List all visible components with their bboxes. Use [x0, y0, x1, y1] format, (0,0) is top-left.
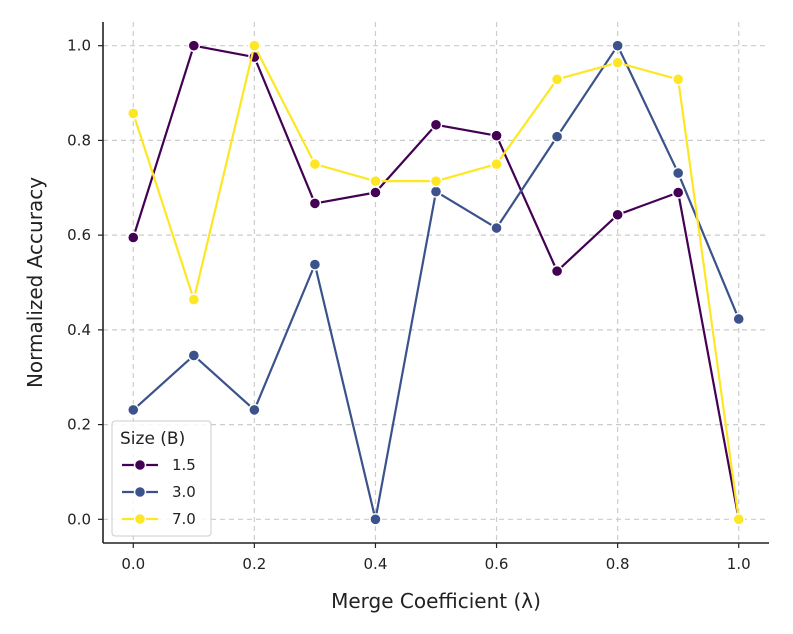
series-group: [127, 39, 745, 526]
legend-marker: [133, 512, 147, 526]
data-point: [732, 513, 745, 526]
series-1.5: [127, 39, 745, 526]
series-line: [132, 44, 740, 520]
data-point: [550, 73, 564, 86]
data-point: [490, 157, 503, 171]
x-tick-label: 0.4: [364, 555, 388, 573]
data-point: [550, 130, 564, 143]
legend-label: 1.5: [172, 456, 196, 474]
series-3.0: [127, 39, 745, 526]
y-tick-label: 0.6: [67, 226, 91, 244]
data-point: [187, 39, 201, 52]
data-point: [127, 403, 140, 417]
data-point: [429, 174, 443, 188]
grid: [103, 22, 769, 543]
data-point: [671, 186, 685, 199]
data-point: [429, 118, 443, 131]
data-point: [248, 39, 261, 52]
y-axis-title: Normalized Accuracy: [23, 177, 47, 388]
legend-title: Size (B): [120, 429, 185, 449]
x-tick-label: 0.6: [485, 555, 509, 573]
data-point: [611, 56, 624, 69]
data-point: [187, 349, 201, 362]
series-line: [132, 44, 740, 520]
data-point: [369, 513, 382, 526]
legend-item: 1.5: [122, 456, 196, 474]
data-point: [369, 174, 382, 188]
series-7.0: [127, 39, 745, 526]
x-tick-label: 0.8: [606, 555, 630, 573]
data-point: [550, 264, 564, 278]
data-point: [308, 157, 322, 171]
y-tick-label: 0.0: [67, 510, 91, 528]
data-point: [369, 186, 382, 199]
series-line: [132, 44, 740, 521]
y-tick-label: 0.2: [67, 416, 91, 434]
y-tick-label: 1.0: [67, 37, 91, 55]
data-point: [248, 403, 261, 417]
y-tick-label: 0.8: [67, 131, 91, 149]
legend-label: 7.0: [172, 510, 196, 528]
data-point: [308, 197, 322, 210]
legend-marker: [133, 458, 147, 472]
axes-spines: [102, 22, 769, 544]
x-axis-title: Merge Coefficient (λ): [331, 589, 541, 613]
legend-label: 3.0: [172, 483, 196, 501]
data-point: [671, 73, 685, 86]
data-point: [187, 293, 201, 306]
legend-frame: [111, 420, 212, 537]
legend-marker: [133, 485, 147, 499]
legend: Size (B) 1.5 3.0 7.0: [111, 420, 212, 537]
legend-item: 3.0: [122, 483, 196, 501]
x-tick-label: 0.2: [242, 555, 266, 573]
data-point: [127, 107, 140, 120]
data-point: [732, 312, 745, 326]
data-point: [429, 185, 443, 198]
data-point: [671, 166, 685, 180]
data-point: [308, 258, 322, 271]
data-point: [490, 129, 503, 142]
data-point: [490, 221, 503, 235]
legend-item: 7.0: [122, 510, 196, 528]
x-tick-label: 0.0: [121, 555, 145, 573]
axis-ticks: 0.0 0.2 0.4 0.6 0.8 1.0 0.0 0.2 0.4 0.6 0.8 1.0: [67, 37, 751, 573]
data-point: [127, 231, 140, 244]
data-point: [611, 208, 624, 221]
data-point: [611, 39, 624, 52]
y-tick-label: 0.4: [67, 321, 91, 339]
x-tick-label: 1.0: [727, 555, 751, 573]
